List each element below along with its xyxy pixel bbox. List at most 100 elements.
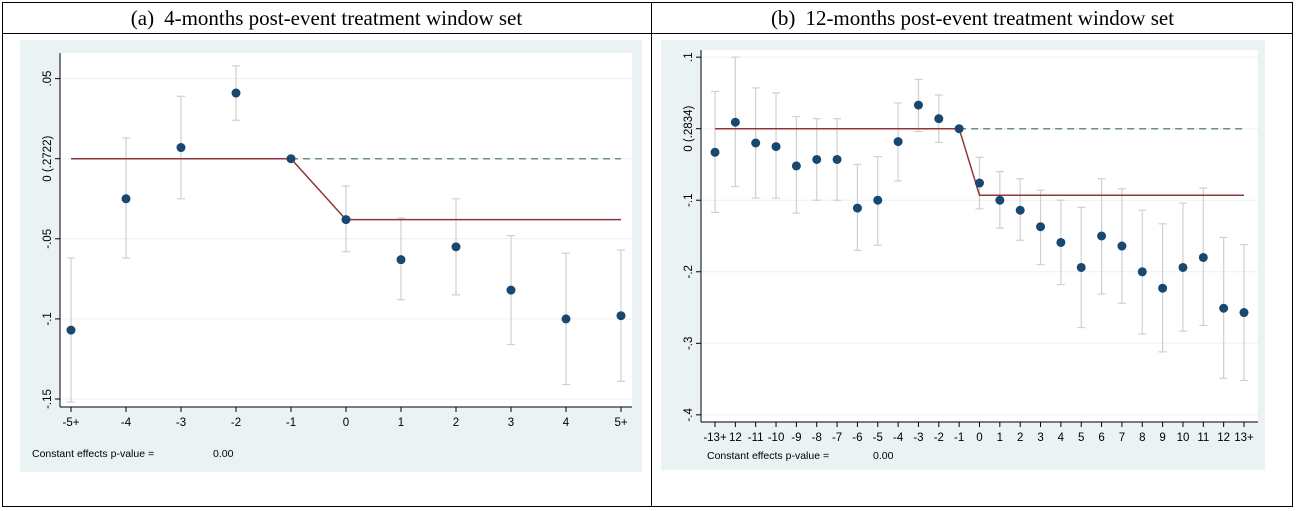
x-tick-label: 1 (398, 417, 404, 429)
data-point (934, 114, 944, 124)
data-point (954, 124, 964, 134)
data-point (66, 325, 76, 335)
y-tick-label: -.3 (683, 337, 695, 350)
x-tick-label: 11 (1197, 432, 1209, 444)
data-point (561, 314, 571, 324)
footnote-value: 0.00 (213, 448, 234, 460)
x-tick-label: 8 (1139, 432, 1145, 444)
data-point (1178, 262, 1188, 272)
x-tick-label: 0 (343, 417, 349, 429)
x-tick-label: -1 (286, 417, 296, 429)
data-point (995, 195, 1005, 205)
data-point (231, 88, 241, 98)
footnote-value: 0.00 (873, 450, 894, 462)
fit-line (715, 127, 1244, 196)
x-tick-label: 5+ (614, 417, 627, 429)
x-tick-label: -5 (873, 432, 883, 444)
data-point (710, 147, 720, 157)
x-tick-label: -2 (231, 417, 241, 429)
x-tick-label: 5 (1078, 432, 1084, 444)
y-tick-label: -.1 (683, 194, 695, 207)
x-tick-label: 6 (1098, 432, 1104, 444)
x-tick-label: 13+ (1234, 432, 1254, 444)
header-divider (2, 33, 1293, 34)
data-point (975, 178, 984, 188)
data-point (341, 215, 351, 225)
data-point (176, 143, 186, 153)
y-tick-label: .1 (683, 52, 695, 62)
panel-b-caption-text: 12-months post-event treatment window se… (805, 6, 1175, 30)
x-tick-label: 1 (997, 432, 1003, 444)
panel-b-caption: (b) 12-months post-event treatment window… (652, 3, 1293, 33)
column-divider (651, 2, 652, 507)
x-tick-label: 9 (1159, 432, 1165, 444)
y-tick-label: -.2 (683, 265, 695, 278)
x-tick-label: -2 (934, 432, 944, 444)
data-point (852, 203, 862, 213)
x-tick-label: -3 (176, 417, 186, 429)
x-tick-label: 7 (1119, 432, 1125, 444)
data-point (1198, 252, 1208, 262)
data-point (1056, 237, 1066, 247)
x-tick-label: -9 (791, 432, 801, 444)
data-point (1219, 303, 1229, 313)
x-tick-label: -11 (748, 432, 764, 444)
x-tick-label: -6 (852, 432, 862, 444)
x-tick-label: -4 (121, 417, 132, 429)
data-point (1239, 308, 1249, 318)
plot-region (701, 50, 1258, 422)
data-point (121, 194, 131, 204)
x-tick-label: -5+ (63, 417, 80, 429)
data-point (396, 255, 406, 265)
footnote-label: Constant effects p-value = (707, 450, 829, 462)
data-point (751, 138, 761, 148)
x-tick-label: 4 (1058, 432, 1065, 444)
y-tick-label: -.05 (42, 229, 54, 249)
data-point (832, 154, 842, 164)
data-point (286, 154, 296, 164)
data-point (506, 285, 516, 295)
y-tick-label: -.4 (683, 408, 695, 422)
panel-a-caption: (a) 4-months post-event treatment window … (2, 3, 651, 33)
x-tick-label: -3 (913, 432, 923, 444)
x-tick-label: 4 (563, 417, 570, 429)
data-point (1137, 267, 1147, 277)
data-point (1097, 231, 1107, 241)
x-tick-label: -10 (768, 432, 785, 444)
data-point (873, 195, 883, 205)
x-tick-label: -4 (893, 432, 904, 444)
y-tick-label: 0 (.2834) (683, 106, 695, 152)
y-tick-label: .05 (42, 71, 54, 87)
footnote-label: Constant effects p-value = (32, 448, 154, 460)
data-point (1117, 241, 1127, 251)
x-tick-label: 2 (453, 417, 459, 429)
y-tick-label: -.1 (42, 312, 54, 325)
data-point (730, 117, 740, 127)
x-tick-label: 3 (1037, 432, 1043, 444)
chart-panel-b: .10 (.2834)-.1-.2-.3-.4-13+ 12 -11 -10 -9 -8-… (661, 40, 1265, 470)
data-point (1015, 205, 1025, 215)
y-tick-label: -.15 (42, 389, 54, 409)
data-point (451, 242, 461, 252)
data-point (791, 161, 801, 171)
x-tick-label: -13+ (703, 432, 727, 444)
data-point (893, 137, 903, 147)
panel-a-caption-label: (a) (130, 6, 155, 30)
x-tick-label: -7 (832, 432, 842, 444)
data-point (616, 311, 626, 321)
x-tick-label: 12 (729, 432, 742, 444)
x-tick-label: 0 (976, 432, 982, 444)
data-point (1158, 283, 1168, 293)
x-tick-label: 12 (1217, 432, 1230, 444)
y-tick-label: 0 (.2722) (42, 136, 54, 182)
chart-panel-a: .05 0 (.2722) -.05 -.1 -.15 -5+ -4 -3 -2 -1 0 1 2 3 4 5… (20, 40, 642, 472)
data-point (812, 154, 822, 164)
panel-b-caption-label: (b) (770, 6, 796, 30)
x-tick-label: 10 (1177, 432, 1190, 444)
panel-a-caption-text: 4-months post-event treatment window set (164, 6, 523, 30)
data-point (913, 100, 923, 110)
x-tick-label: -1 (954, 432, 964, 444)
data-point (1036, 222, 1046, 232)
x-tick-label: 2 (1017, 432, 1023, 444)
